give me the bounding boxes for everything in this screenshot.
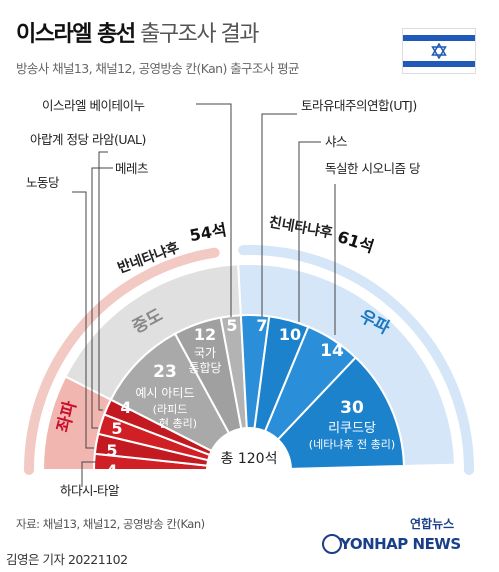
israel-flag-icon <box>402 28 476 74</box>
title-bold: 이스라엘 총선 <box>16 22 136 47</box>
leader-line-6 <box>196 103 232 317</box>
party-inner-sublabel-likud: (네타냐후 전 총리) <box>309 438 395 451</box>
leader-line-1 <box>72 191 94 449</box>
party-inner-label-likud: 리쿠드당 <box>328 421 376 436</box>
leader-line-2 <box>91 167 113 429</box>
yonhap-logo-icon <box>322 534 342 554</box>
flag-stripe-bottom <box>403 61 475 67</box>
party-name-label-3: 아랍계 정당 라암(UAL) <box>30 132 146 147</box>
byline: 김영은 기자 20221102 <box>6 552 128 567</box>
flag-stripe-top <box>403 35 475 41</box>
total-seats-label: 총 120석 <box>221 451 278 467</box>
hub-circle <box>208 429 290 511</box>
party-name-label-6: 이스라엘 베이테이누 <box>42 98 144 113</box>
bloc-label-pro-netanyahu: 친네타냐후 <box>268 215 334 242</box>
bloc-seats-anti-netanyahu: 54석 <box>188 220 228 245</box>
seat-count-1: 5 <box>106 441 117 460</box>
leader-line-0 <box>81 461 96 487</box>
seat-count-8: 10 <box>279 325 301 344</box>
party-inner-label-national-unity-2: 통합당 <box>188 361 221 375</box>
party-name-label-9: 독실한 시오니즘 당 <box>325 161 421 176</box>
seat-sector-10 <box>276 356 405 470</box>
seat-count-2: 5 <box>111 419 122 438</box>
party-name-label-1: 노동당 <box>26 175 60 190</box>
seat-count-5: 12 <box>194 325 216 344</box>
source-note: 자료: 채널13, 채널12, 공영방송 칸(Kan) <box>16 517 205 531</box>
party-inner-sublabel-yesh-atid-2: 현 총리) <box>159 417 197 430</box>
party-inner-label-national-unity-1: 국가 <box>194 346 216 360</box>
seat-count-10: 30 <box>340 398 364 418</box>
yonhap-logo-korean: 연합뉴스 <box>410 517 455 531</box>
party-inner-label-yesh-atid: 예시 아티드 <box>135 386 194 400</box>
leader-line-3 <box>98 151 108 411</box>
leader-line-8 <box>298 141 321 322</box>
leader-line-7 <box>261 113 297 317</box>
page-subtitle: 방송사 채널13, 채널12, 공영방송 칸(Kan) 출구조사 평균 <box>16 61 300 76</box>
party-inner-sublabel-yesh-atid-1: (라피드 <box>153 403 188 416</box>
seat-count-0: 4 <box>106 461 117 480</box>
bloc-seats-pro-netanyahu: 61석 <box>335 227 376 257</box>
page-title: 이스라엘 총선 출구조사 결과 <box>16 16 260 48</box>
seat-count-9: 14 <box>320 341 344 361</box>
seat-count-6: 5 <box>226 316 237 335</box>
bloc-arc-anti-netanyahu <box>24 247 220 475</box>
party-name-label-0: 하다시-타알 <box>60 483 120 498</box>
bloc-arc-pro-netanyahu <box>238 245 474 475</box>
party-name-label-7: 토라유대주의연합(UTJ) <box>301 98 417 113</box>
seat-count-4: 23 <box>153 362 177 382</box>
title-rest: 출구조사 결과 <box>134 22 259 47</box>
party-name-label-2: 메레츠 <box>115 161 148 176</box>
star-of-david-icon <box>431 43 447 59</box>
seat-count-7: 7 <box>256 316 267 335</box>
seat-count-3: 4 <box>120 398 131 417</box>
yonhap-logo-english: YONHAP NEWS <box>340 535 461 553</box>
party-name-label-8: 샤스 <box>325 134 347 149</box>
